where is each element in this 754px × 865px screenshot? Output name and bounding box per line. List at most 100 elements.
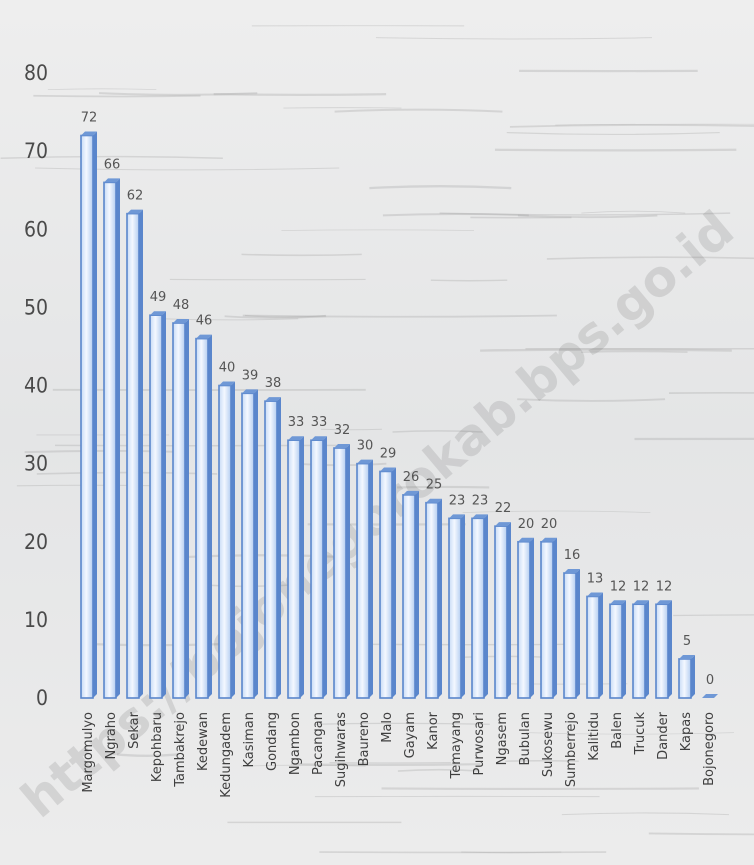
bar-side <box>185 319 189 698</box>
wood-grain-line <box>213 93 387 96</box>
bars-group <box>80 131 718 699</box>
data-label: 12 <box>633 579 650 594</box>
wood-grain-line <box>116 753 178 757</box>
bar <box>287 436 304 699</box>
wood-grain-line <box>241 764 366 767</box>
bar-top <box>104 178 120 183</box>
bar <box>609 600 626 699</box>
bar <box>149 311 166 699</box>
bar-side <box>323 436 327 698</box>
data-label: 40 <box>219 361 236 376</box>
bar-front <box>333 447 347 699</box>
bar-front <box>402 494 416 699</box>
bar <box>241 389 258 699</box>
wood-grain-line <box>315 722 490 725</box>
y-tick-label: 20 <box>24 530 48 554</box>
y-tick-label: 10 <box>24 608 48 632</box>
wood-grain-line <box>673 614 754 617</box>
category-label: Kedewan <box>196 712 211 771</box>
bar-front <box>195 337 209 699</box>
category-label: Bojonegoro <box>702 712 717 786</box>
bar-top <box>81 131 97 136</box>
bar-front <box>172 322 186 699</box>
category-label: Kanor <box>426 711 441 749</box>
data-label: 25 <box>426 478 443 493</box>
bar-front <box>80 134 94 699</box>
bar-front <box>632 603 646 699</box>
bar-top <box>219 381 235 386</box>
bar-top <box>334 444 350 448</box>
wood-grain-line <box>505 759 579 762</box>
bar-side <box>530 537 534 698</box>
bar-front <box>655 603 669 699</box>
wood-grain-line <box>381 787 699 791</box>
bar <box>80 131 97 699</box>
wood-grain-line <box>242 314 557 318</box>
bar-front <box>678 658 692 699</box>
y-tick-label: 0 <box>36 686 48 710</box>
category-label: Temayang <box>449 712 464 780</box>
bar-top <box>403 490 419 495</box>
wood-grain-line <box>430 279 508 282</box>
wood-grain-line <box>461 851 562 854</box>
wood-grain-line <box>525 732 734 735</box>
data-label: 5 <box>683 634 691 649</box>
data-label: 39 <box>242 368 259 383</box>
bar-top <box>633 600 649 605</box>
bar-side <box>415 490 419 698</box>
y-tick-label: 50 <box>24 295 48 319</box>
category-label: Kapas <box>679 712 694 751</box>
bar <box>195 334 212 699</box>
bar-front <box>103 181 117 699</box>
bar <box>563 569 580 699</box>
data-labels-group: 72 66 62 49 48 46 40 39 38 33 33 32 30 29 26 25 23 23 22 20… <box>81 111 714 689</box>
data-label: 23 <box>472 493 489 508</box>
bar-front <box>517 540 531 699</box>
data-label: 26 <box>403 470 420 485</box>
bar <box>517 537 534 699</box>
category-label: Baureno <box>357 712 372 766</box>
category-label: Sekar <box>127 711 142 749</box>
wood-grain-line <box>392 430 483 433</box>
bar-side <box>668 600 672 698</box>
data-label: 12 <box>656 579 673 594</box>
wood-grain-line <box>581 210 686 214</box>
bar-side <box>507 522 511 698</box>
bar-side <box>461 514 465 698</box>
data-label: 22 <box>495 501 512 516</box>
bar-front <box>241 392 255 699</box>
bar-top <box>150 311 166 316</box>
bar-side <box>254 389 258 698</box>
wood-grain-line <box>561 812 730 816</box>
bar-front <box>356 462 370 699</box>
category-label: Ngambon <box>288 712 303 775</box>
bar-front <box>586 595 600 699</box>
bar-top <box>426 498 442 503</box>
bar <box>471 514 488 699</box>
category-label: Kasiman <box>242 712 257 768</box>
category-label: Balen <box>610 712 625 749</box>
category-label: Ngraho <box>104 712 119 760</box>
bar-front <box>540 540 554 699</box>
bar-front <box>287 439 301 699</box>
bar <box>126 209 143 699</box>
bar-front <box>448 517 462 699</box>
bar-side <box>392 467 396 698</box>
bar-top <box>610 600 626 605</box>
bar <box>540 537 557 699</box>
bar-side <box>553 537 557 698</box>
bar <box>172 319 189 699</box>
bar-top <box>564 569 580 573</box>
bar-front <box>149 314 163 699</box>
category-label: Kedungadem <box>219 712 234 798</box>
wood-grain-line <box>99 92 258 96</box>
bar <box>494 522 511 699</box>
y-tick-label: 40 <box>24 374 48 398</box>
bar-top <box>702 694 718 698</box>
data-label: 29 <box>380 446 397 461</box>
wood-grain-line <box>369 185 512 190</box>
data-label: 49 <box>150 290 167 305</box>
wood-grain-line <box>509 124 754 128</box>
data-label: 20 <box>518 517 535 532</box>
